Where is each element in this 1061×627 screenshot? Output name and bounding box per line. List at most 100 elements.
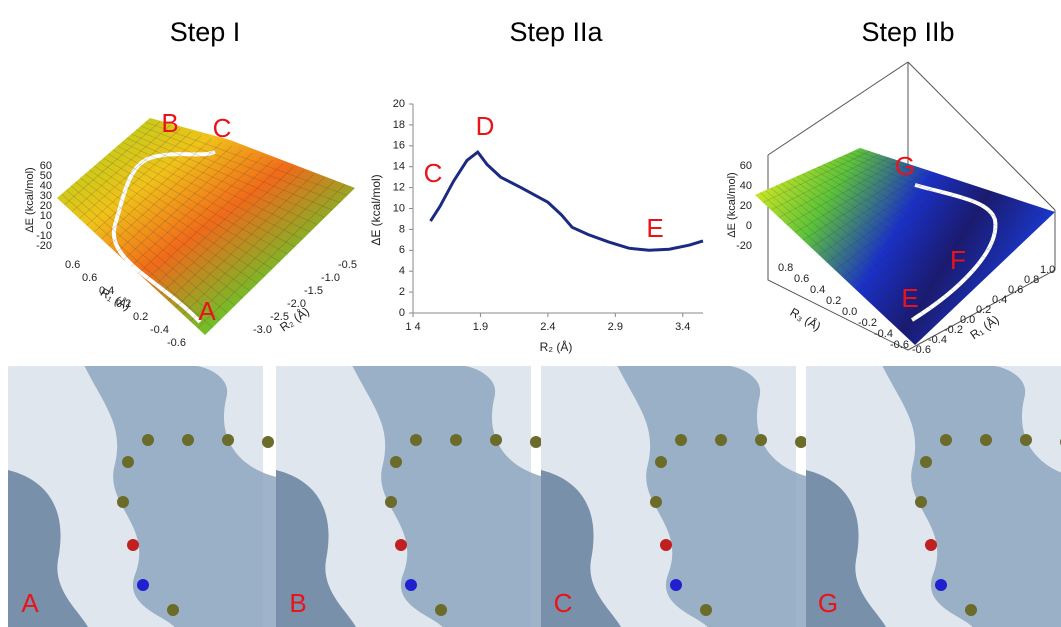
tick-label: -0.4: [150, 324, 169, 336]
atom: [435, 604, 447, 616]
y-tick-label: 12: [393, 182, 405, 194]
atom: [920, 456, 932, 468]
y-tick-label: 10: [393, 202, 405, 214]
atom: [137, 579, 149, 591]
tick-label: -1.0: [321, 272, 340, 284]
atom: [490, 434, 502, 446]
atom: [127, 539, 139, 551]
panel-title: Step IIb: [861, 17, 954, 47]
y-tick-label: 4: [399, 265, 405, 277]
tick-label: 0.4: [992, 294, 1007, 306]
atom: [222, 434, 234, 446]
y-tick-label: 8: [399, 223, 405, 235]
tick-label: -0.6: [167, 337, 186, 349]
point-label: B: [161, 108, 178, 138]
z-tick-label: -20: [36, 240, 52, 252]
tick-label: -0.5: [338, 259, 357, 271]
z-tick-label: 0: [746, 220, 752, 232]
atom: [755, 434, 767, 446]
atom: [795, 436, 807, 448]
x-axis-label: R₂ (Å): [540, 339, 573, 354]
y-tick-label: 6: [399, 244, 405, 256]
y-tick-label: 16: [393, 140, 405, 152]
y-tick-label: 2: [399, 286, 405, 298]
point-label: C: [213, 113, 232, 143]
atom: [395, 539, 407, 551]
z-tick-label: 60: [740, 160, 752, 172]
tick-label: -0.6: [912, 344, 931, 356]
axis-label: R₃ (Å): [788, 304, 824, 333]
snapshot-label: B: [289, 588, 306, 618]
x-tick-label: 1 4: [405, 321, 420, 333]
atom: [915, 496, 927, 508]
tick-label: 0.4: [810, 284, 825, 296]
atom: [262, 436, 274, 448]
annotation: D: [476, 111, 495, 141]
y-tick-label: 20: [393, 98, 405, 110]
x-tick-label: 2.4: [540, 321, 555, 333]
tick-label: 0.2: [133, 311, 148, 323]
atom: [715, 434, 727, 446]
snapshot-label: G: [818, 588, 838, 618]
atom: [410, 434, 422, 446]
snapshot-label: C: [554, 588, 573, 618]
atom: [700, 604, 712, 616]
tick-label: -0.6: [890, 339, 909, 351]
x-tick-label: 3.4: [675, 321, 690, 333]
x-tick-label: 2.9: [608, 321, 623, 333]
atom: [167, 604, 179, 616]
tick-label: 0.0: [842, 306, 857, 318]
tick-label: 0.6: [65, 259, 80, 271]
panel-title: Step IIa: [509, 17, 603, 47]
z-tick-label: -20: [736, 240, 752, 252]
atom: [940, 434, 952, 446]
atom: [925, 539, 937, 551]
tick-label: 0.8: [1024, 274, 1039, 286]
figure: Step I Step IIa Step IIb R₂ (Å) ΔE (kcal…: [0, 0, 1061, 627]
tick-label: -3.0: [253, 324, 272, 336]
point-label: E: [901, 283, 918, 313]
atom: [450, 434, 462, 446]
tick-label: -1.5: [304, 285, 323, 297]
point-label: A: [198, 296, 216, 326]
atom: [182, 434, 194, 446]
snapshot-label: A: [21, 588, 39, 618]
z-axis-label: ΔE (kcal/mol): [24, 167, 36, 232]
atom: [650, 496, 662, 508]
tick-label: 0.6: [794, 273, 809, 285]
tick-label: 0.8: [778, 262, 793, 274]
tick-label: 0.6: [82, 272, 97, 284]
atom: [1020, 434, 1032, 446]
tick-label: 1.0: [1040, 264, 1055, 276]
panel-title: Step I: [170, 17, 241, 47]
tick-label: 0.2: [976, 304, 991, 316]
atom: [122, 456, 134, 468]
y-tick-label: 14: [393, 161, 405, 173]
atom: [965, 604, 977, 616]
atom: [935, 579, 947, 591]
atom: [655, 456, 667, 468]
y-tick-label: 18: [393, 119, 405, 131]
atom: [385, 496, 397, 508]
annotation: C: [424, 158, 443, 188]
atom: [390, 456, 402, 468]
point-label: F: [950, 245, 966, 275]
annotation: E: [646, 213, 663, 243]
z-tick-label: 20: [740, 200, 752, 212]
y-tick-label: 0: [399, 307, 405, 319]
atom: [980, 434, 992, 446]
point-label: G: [895, 151, 915, 181]
atom: [142, 434, 154, 446]
y-axis-label: ΔE (kcal/mol): [369, 174, 383, 245]
z-tick-label: 40: [740, 180, 752, 192]
atom: [670, 579, 682, 591]
tick-label: 0.6: [1008, 284, 1023, 296]
tick-label: 0.2: [826, 295, 841, 307]
atom: [675, 434, 687, 446]
atom: [117, 496, 129, 508]
atom: [405, 579, 417, 591]
atom: [530, 436, 542, 448]
x-tick-label: 1.9: [473, 321, 488, 333]
atom: [660, 539, 672, 551]
z-axis-label: ΔE (kcal/mol): [726, 172, 738, 237]
